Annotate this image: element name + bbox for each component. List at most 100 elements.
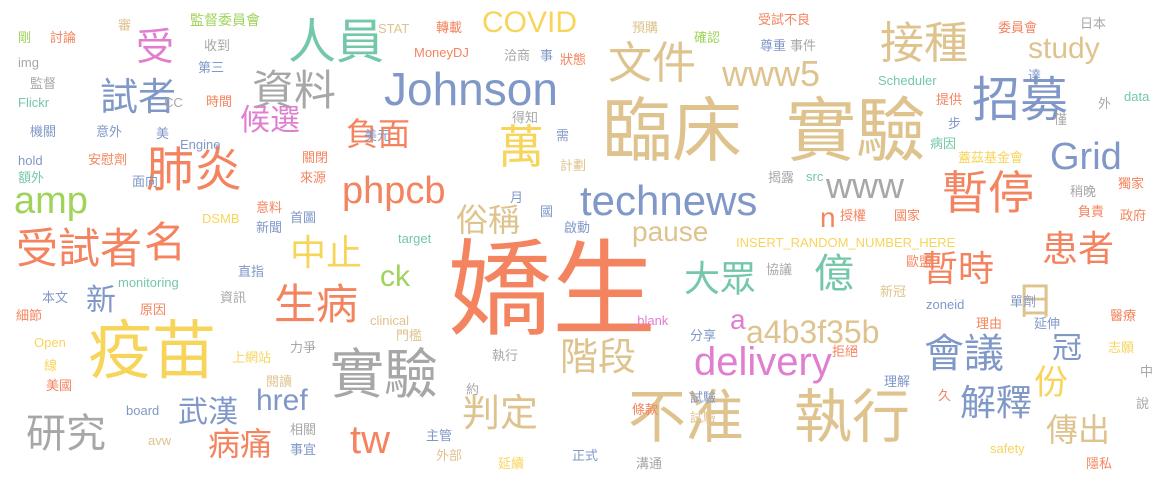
word: 揭露 xyxy=(768,171,795,186)
word: www xyxy=(826,165,904,206)
word: 預購 xyxy=(632,21,659,36)
word: 執行 xyxy=(492,349,519,364)
word: target xyxy=(398,231,432,246)
word: 達 xyxy=(1028,69,1042,84)
word: 線 xyxy=(44,359,58,374)
word: 延伸 xyxy=(1034,317,1061,332)
word: 研究 xyxy=(26,411,106,457)
word: 病痛 xyxy=(208,425,273,463)
word: 理解 xyxy=(884,375,911,390)
word: 蓋茲基金會 xyxy=(958,151,1024,166)
word: 招募 xyxy=(972,72,1069,128)
word: 國 xyxy=(540,205,554,220)
word: 溝通 xyxy=(636,457,663,472)
word: 步 xyxy=(948,117,962,132)
word: 隱私 xyxy=(1086,457,1113,472)
word: 說 xyxy=(1136,397,1150,412)
word: 尊重 xyxy=(760,39,787,54)
word: Open xyxy=(34,335,66,350)
word: 受試者 xyxy=(16,224,143,273)
word: 美國 xyxy=(46,379,73,394)
word: 中止 xyxy=(290,233,363,274)
word: 細節 xyxy=(16,309,43,324)
word: 分享 xyxy=(690,329,717,344)
word: 病因 xyxy=(930,137,957,152)
word: 意外 xyxy=(96,125,123,140)
word: 直指 xyxy=(238,265,265,280)
word: 暫停 xyxy=(942,166,1034,220)
word: 醫療 xyxy=(1110,309,1137,324)
word: 受試不良 xyxy=(758,13,811,28)
word: 日 xyxy=(1016,279,1055,323)
word: 審 xyxy=(115,18,130,31)
word: data xyxy=(1124,89,1150,104)
word: 收到 xyxy=(204,39,231,54)
word: 轉載 xyxy=(436,21,463,36)
word: 實驗 xyxy=(786,90,926,172)
word: href xyxy=(256,384,308,417)
word: n xyxy=(820,202,836,233)
word: delivery xyxy=(694,340,832,384)
word: _blank xyxy=(630,313,669,328)
word: 延續 xyxy=(498,457,525,472)
word: DSMB xyxy=(202,211,240,226)
word: 志願 xyxy=(1108,341,1135,356)
word: study xyxy=(1028,32,1100,65)
word: 外部 xyxy=(436,449,463,464)
word: www5 xyxy=(722,53,821,94)
word: 負面 xyxy=(346,115,411,153)
word: 會議 xyxy=(924,331,1004,377)
word: 患者 xyxy=(1042,229,1115,270)
word: INSERT_RANDOM_NUMBER_HERE xyxy=(736,235,956,250)
word: hold xyxy=(18,153,43,168)
word: 資訊 xyxy=(220,291,247,306)
word: 臨床 xyxy=(602,90,742,172)
word: 單劑 xyxy=(1010,295,1037,310)
word: Flickr xyxy=(18,95,50,110)
word: 條款 xyxy=(632,403,659,418)
word: 冠 xyxy=(1052,331,1082,366)
word: 武漢 xyxy=(178,395,238,430)
word: 討論 xyxy=(50,31,77,46)
word: 原因 xyxy=(140,303,167,318)
word: 事 xyxy=(540,49,554,64)
word: 名 xyxy=(144,218,187,267)
word: COVID xyxy=(482,6,578,39)
word: 大眾 xyxy=(684,259,757,300)
word: 美元 xyxy=(364,129,391,144)
word: 事件 xyxy=(790,39,817,54)
word: 上網站 xyxy=(232,351,272,366)
word: 嬌生 xyxy=(448,229,657,351)
word: 受 xyxy=(136,25,175,69)
word: 安慰劑 xyxy=(88,153,128,168)
word: 美 xyxy=(156,127,170,142)
word: tw xyxy=(350,418,390,462)
word: 獨家 xyxy=(1118,177,1145,192)
word: 第三 xyxy=(198,61,225,76)
word: technews xyxy=(580,177,758,224)
word: 時間 xyxy=(206,95,233,110)
word: 首圖 xyxy=(290,211,317,226)
word: a xyxy=(730,304,746,335)
word: CC xyxy=(164,95,183,110)
word: 新 xyxy=(86,283,116,318)
word: 傳出 xyxy=(1046,411,1111,449)
word: 監督 xyxy=(30,77,57,92)
word: clinical xyxy=(370,313,410,328)
word: monitoring xyxy=(118,275,179,290)
word: 外 xyxy=(1098,97,1112,112)
word: safety xyxy=(990,441,1025,456)
word: 洽商 xyxy=(504,49,531,64)
word: 主管 xyxy=(426,429,453,444)
word: Johnson xyxy=(384,63,558,115)
word: 億 xyxy=(814,251,854,297)
word: 執行 xyxy=(794,383,911,451)
word: 協議 xyxy=(766,263,793,278)
word: 日本 xyxy=(1080,17,1107,32)
word: MoneyDJ xyxy=(414,45,469,60)
word: 暫時 xyxy=(922,249,995,290)
word: 負責 xyxy=(1078,205,1105,220)
word: 文件 xyxy=(608,38,696,89)
word: 狀態 xyxy=(560,53,587,68)
word: 意料 xyxy=(256,201,283,216)
